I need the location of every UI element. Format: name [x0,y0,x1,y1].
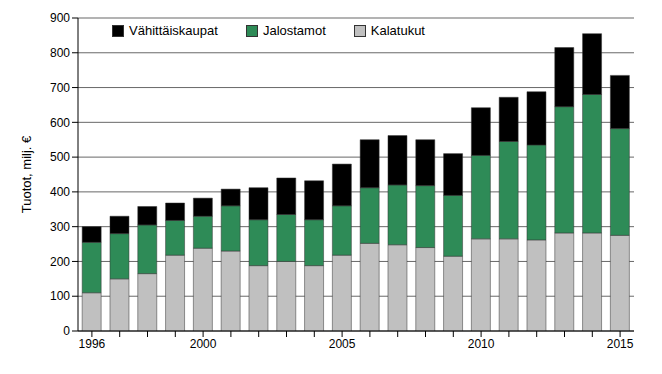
svg-text:2015: 2015 [607,337,634,351]
svg-text:800: 800 [50,46,70,60]
svg-text:300: 300 [50,220,70,234]
svg-text:Tuotot, milj. €: Tuotot, milj. € [19,135,34,213]
html-text:Jalostamot: Jalostamot [262,23,326,38]
svg-text:2005: 2005 [329,337,356,351]
svg-text:500: 500 [50,150,70,164]
svg-text:2010: 2010 [468,337,495,351]
svg-text:1996: 1996 [79,337,106,351]
html-text:Kalatukut: Kalatukut [370,23,425,38]
svg-text:900: 900 [50,11,70,25]
svg-text:700: 700 [50,81,70,95]
svg-text:400: 400 [50,185,70,199]
html-text:Vähittäiskaupat: Vähittäiskaupat [129,23,218,38]
svg-text:100: 100 [50,289,70,303]
svg-text:2000: 2000 [190,337,217,351]
svg-text:200: 200 [50,255,70,269]
svg-text:0: 0 [63,324,70,338]
svg-text:600: 600 [50,116,70,130]
